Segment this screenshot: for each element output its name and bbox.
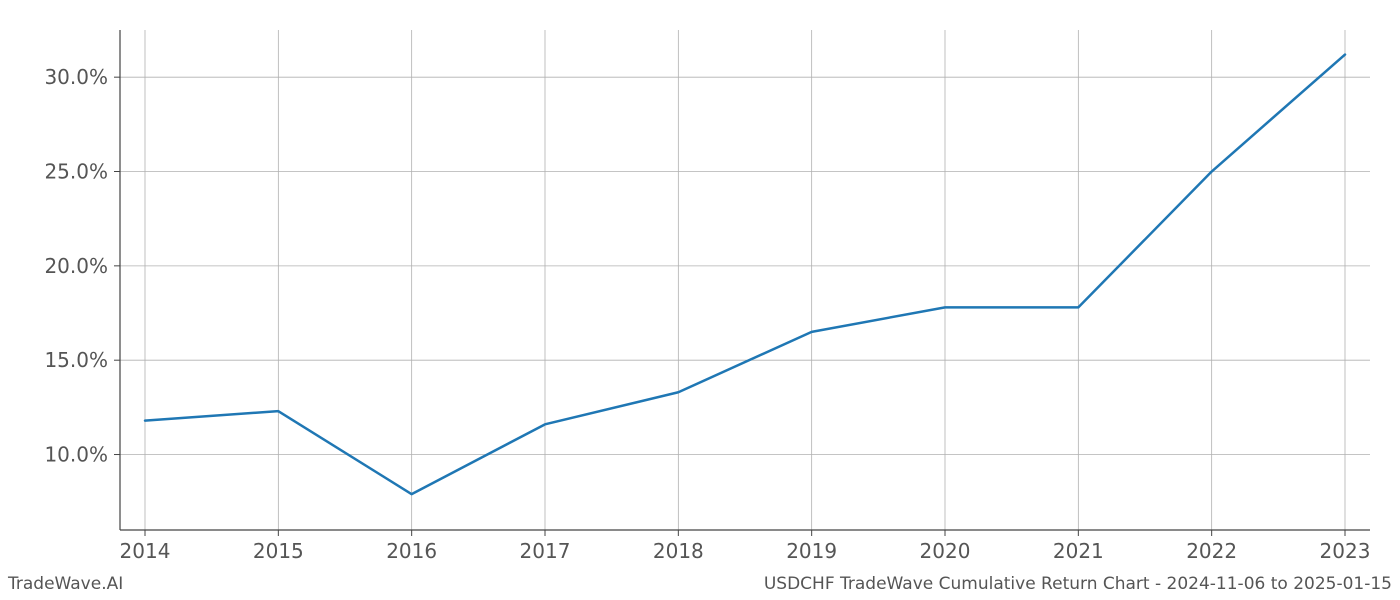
x-tick-label: 2016 <box>386 539 437 563</box>
footer-brand: TradeWave.AI <box>8 574 123 594</box>
x-tick-label: 2020 <box>920 539 971 563</box>
x-tick-label: 2023 <box>1320 539 1371 563</box>
x-tick-label: 2015 <box>253 539 304 563</box>
y-tick-label: 15.0% <box>44 348 108 372</box>
chart-container: 2014 2015 2016 2017 2018 2019 2020 2021 2022 2023… <box>0 0 1400 600</box>
y-tick-label: 10.0% <box>44 443 108 467</box>
x-tick-label: 2014 <box>120 539 171 563</box>
x-tick-label: 2019 <box>786 539 837 563</box>
cumulative-return-line-chart: 2014 2015 2016 2017 2018 2019 2020 2021 2022 2023… <box>0 0 1400 600</box>
x-tick-label: 2017 <box>520 539 571 563</box>
x-tick-label: 2022 <box>1186 539 1237 563</box>
x-tick-label: 2021 <box>1053 539 1104 563</box>
y-tick-label: 25.0% <box>44 160 108 184</box>
y-tick-label: 20.0% <box>44 254 108 278</box>
y-tick-label: 30.0% <box>44 65 108 89</box>
x-tick-label: 2018 <box>653 539 704 563</box>
footer-caption: USDCHF TradeWave Cumulative Return Chart… <box>764 574 1392 594</box>
